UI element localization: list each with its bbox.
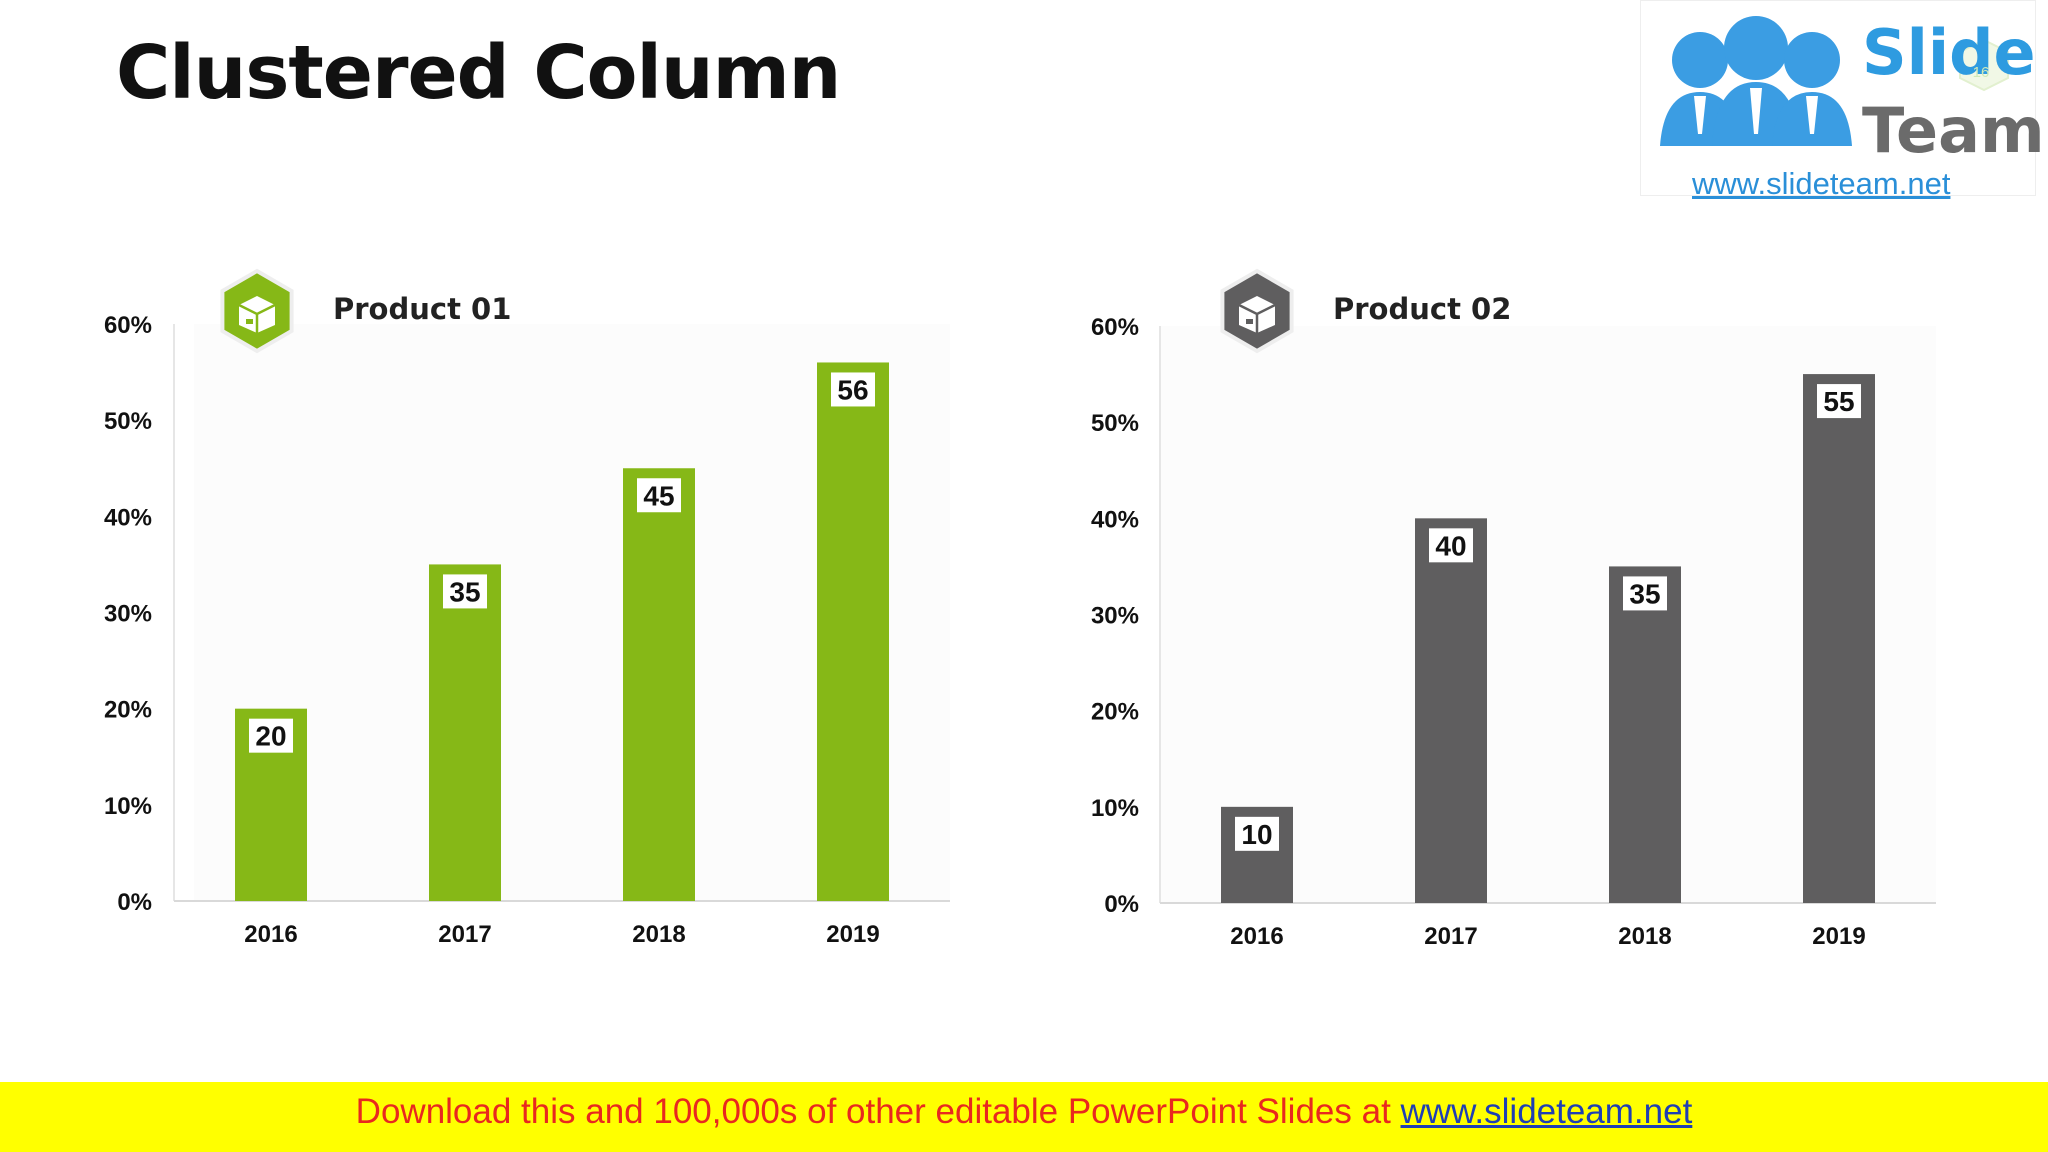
x-tick-label: 2017 [438, 921, 491, 948]
x-tick-label: 2016 [244, 921, 297, 948]
y-tick-label: 0% [1104, 891, 1139, 918]
data-label: 10 [1241, 819, 1272, 850]
y-tick-label: 50% [104, 408, 152, 435]
y-tick-label: 60% [104, 312, 152, 339]
y-tick-label: 10% [104, 793, 152, 820]
data-label: 20 [255, 721, 286, 752]
banner-link[interactable]: www.slideteam.net [1400, 1092, 1693, 1131]
data-label: 35 [1629, 578, 1660, 609]
slideteam-logo[interactable]: Slide Team 16 www.slideteam.net [1640, 0, 2045, 201]
y-tick-label: 30% [104, 601, 152, 628]
y-tick-label: 20% [1091, 699, 1139, 726]
data-label: 40 [1435, 530, 1466, 561]
bar[interactable] [1415, 518, 1487, 903]
data-label-box [1429, 528, 1473, 563]
page-title: Clustered Column [116, 30, 841, 116]
x-tick-label: 2019 [826, 921, 879, 948]
data-label-box [637, 478, 681, 513]
data-label-box [443, 574, 487, 609]
x-tick-label: 2018 [632, 921, 685, 948]
y-tick-label: 50% [1091, 410, 1139, 437]
data-label: 55 [1823, 386, 1854, 417]
chart-product-02-svg: 0% 10% 20% 30% 40% 50% 60% 10 2016 40 2017 35 2018 55… [1091, 268, 1936, 950]
chart-title-product-01: Product 01 [333, 292, 512, 326]
x-tick-label: 2019 [1812, 923, 1865, 950]
y-tick-label: 30% [1091, 603, 1139, 630]
box-icon [220, 268, 294, 354]
y-tick-label: 0% [117, 889, 152, 916]
x-tick-label: 2016 [1230, 923, 1283, 950]
bar[interactable] [817, 362, 889, 901]
logo-url-link[interactable]: www.slideteam.net [1692, 166, 1951, 201]
bar[interactable] [1803, 374, 1875, 903]
slide-number-badge: 16 [1972, 64, 1990, 81]
box-icon [1220, 268, 1294, 354]
bar[interactable] [623, 468, 695, 901]
y-tick-label: 10% [1091, 795, 1139, 822]
data-label-box [1623, 576, 1667, 611]
data-label-box [831, 372, 875, 407]
data-label: 56 [837, 374, 868, 405]
download-banner: Download this and 100,000s of other edit… [0, 1082, 2048, 1152]
banner-text: Download this and 100,000s of other edit… [355, 1092, 1401, 1131]
data-label: 45 [643, 480, 674, 511]
data-label-box [1235, 816, 1279, 851]
data-label-box [249, 718, 293, 753]
logo-word-team: Team [1862, 94, 2045, 167]
logo-word-slide: Slide [1862, 16, 2036, 89]
bar[interactable] [429, 564, 501, 901]
y-tick-label: 60% [1091, 314, 1139, 341]
x-tick-label: 2018 [1618, 923, 1671, 950]
bar[interactable] [1609, 566, 1681, 903]
data-label: 35 [449, 576, 480, 607]
y-tick-label: 40% [104, 504, 152, 531]
chart-title-product-02: Product 02 [1333, 292, 1512, 326]
y-tick-label: 40% [1091, 506, 1139, 533]
data-label-box [1817, 384, 1861, 419]
y-tick-label: 20% [104, 697, 152, 724]
banner-text-wrap: Download this and 100,000s of other edit… [356, 1092, 1693, 1132]
chart-product-01-svg: 0% 10% 20% 30% 40% 50% 60% 20 2016 35 2017 45 2018 56… [104, 268, 950, 948]
logo-people-icon [1640, 0, 2036, 196]
x-tick-label: 2017 [1424, 923, 1477, 950]
